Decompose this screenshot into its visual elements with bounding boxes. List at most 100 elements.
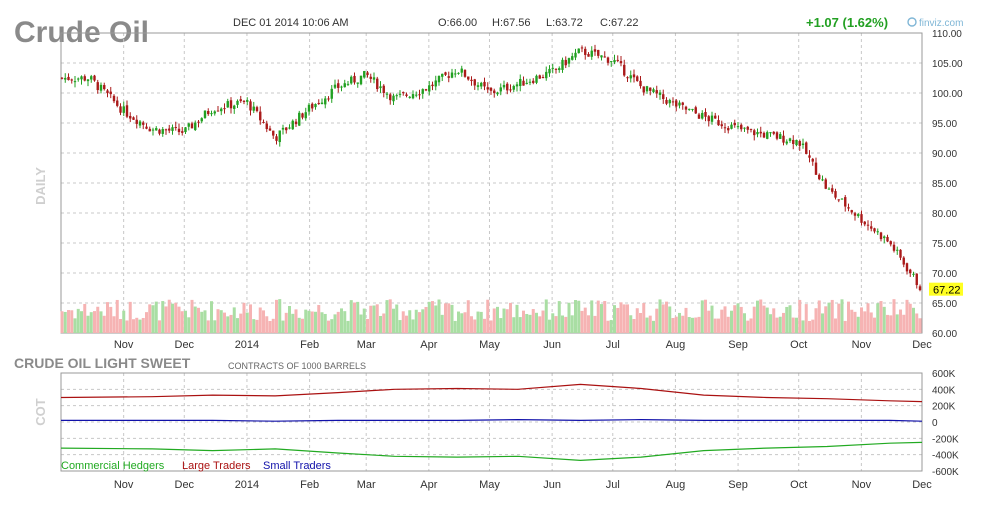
volume-bar <box>206 320 210 333</box>
brand-logo[interactable]: finviz.com <box>907 17 963 29</box>
cot-y-tick: -400K <box>932 451 959 462</box>
volume-bar <box>440 314 444 333</box>
candle-body <box>340 86 343 88</box>
cot-frame <box>60 372 923 472</box>
candle-body <box>168 128 171 131</box>
volume-bar <box>632 318 636 333</box>
candle-body <box>255 107 259 112</box>
price-y-tick: 80.00 <box>932 209 957 220</box>
volume-bars <box>60 299 922 333</box>
volume-bar <box>486 299 490 333</box>
volume-bar <box>346 320 350 333</box>
volume-bar <box>304 309 308 333</box>
candle-body <box>480 82 483 87</box>
candle-body <box>262 121 265 123</box>
candle-body <box>327 98 330 100</box>
volume-bar <box>132 319 135 333</box>
candle-body <box>502 84 506 88</box>
volume-bar <box>837 303 841 333</box>
volume-bar <box>216 309 220 333</box>
candle-body <box>636 76 639 82</box>
candle-body <box>574 52 577 58</box>
candle-body <box>870 226 873 229</box>
candle-body <box>629 75 632 79</box>
volume-bar <box>109 306 113 333</box>
candle-body <box>431 84 434 87</box>
candle-body <box>798 141 801 146</box>
volume-bar <box>814 308 818 333</box>
candles <box>60 44 922 292</box>
candle-body <box>405 94 408 96</box>
x-tick-label: Nov <box>852 479 872 491</box>
volume-bar <box>278 299 282 333</box>
candle-body <box>181 131 184 133</box>
candle-body <box>314 103 317 108</box>
volume-bar <box>860 307 863 333</box>
volume-bar <box>73 318 77 333</box>
volume-bar <box>684 307 688 333</box>
volume-bar <box>197 307 200 333</box>
volume-bar <box>424 306 428 333</box>
candle-body <box>281 127 285 130</box>
candle-body <box>346 83 350 85</box>
volume-bar <box>93 311 96 333</box>
x-tick-label: Jul <box>606 479 620 491</box>
candle-body <box>324 98 327 105</box>
candle-body <box>60 77 64 79</box>
x-tick-label: Mar <box>357 339 376 351</box>
candle-body <box>535 75 538 83</box>
volume-bar <box>778 316 782 333</box>
candle-body <box>824 179 827 189</box>
candle-body <box>775 132 779 139</box>
candle-body <box>769 132 772 134</box>
candle-body <box>184 127 187 133</box>
volume-bar <box>63 311 67 333</box>
candle-body <box>593 49 597 52</box>
volume-bar <box>265 316 269 333</box>
price-y-tick: 70.00 <box>932 269 957 280</box>
candle-body <box>249 101 252 111</box>
candle-body <box>860 214 863 223</box>
volume-bar <box>184 310 187 333</box>
volume-bar <box>106 302 109 333</box>
volume-bar <box>671 318 675 333</box>
candle-body <box>77 78 80 80</box>
candle-body <box>821 179 824 181</box>
candle-body <box>223 108 226 110</box>
x-tick-label: Jun <box>543 339 561 351</box>
volume-bar <box>271 318 275 333</box>
candle-body <box>441 73 444 77</box>
candle-body <box>671 101 675 103</box>
candle-body <box>785 141 788 144</box>
candle-body <box>883 236 886 239</box>
volume-bar <box>899 309 902 333</box>
candle-body <box>704 112 707 117</box>
candle-body <box>109 91 112 95</box>
volume-bar <box>262 310 265 333</box>
candle-body <box>213 111 216 114</box>
candle-body <box>645 86 649 92</box>
volume-bar <box>232 307 236 333</box>
cot-y-tick: -200K <box>932 434 959 445</box>
candle-body <box>863 221 866 225</box>
candle-body <box>684 106 688 110</box>
volume-bar <box>382 313 386 333</box>
volume-bar <box>795 317 798 333</box>
candle-body <box>220 108 223 112</box>
candle-body <box>626 77 629 79</box>
candle-body <box>353 75 356 83</box>
candle-body <box>382 85 385 94</box>
candle-body <box>415 94 418 96</box>
candle-body <box>207 111 210 115</box>
volume-bar <box>219 310 223 333</box>
candle-body <box>333 84 337 88</box>
legend-large-traders: Large Traders <box>182 460 251 472</box>
volume-bar <box>652 320 655 333</box>
volume-bar <box>674 316 678 333</box>
candle-body <box>727 128 730 131</box>
last-price-marker: 67.22 <box>929 282 963 297</box>
candle-body <box>489 87 493 91</box>
candle-body <box>866 224 870 226</box>
candle-body <box>616 59 619 61</box>
volume-bar <box>450 304 454 333</box>
